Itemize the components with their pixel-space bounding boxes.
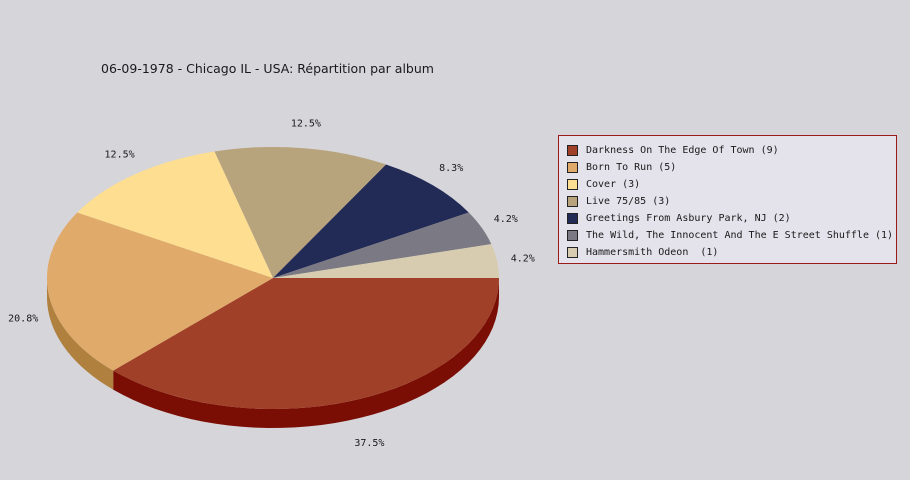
legend-swatch bbox=[567, 161, 578, 173]
pie-slice-1[interactable] bbox=[47, 212, 274, 371]
pie-side-1 bbox=[47, 278, 114, 390]
pie-labels: 37.5% 20.8% 12.5% 12.5% 8.3% 4.2% 4.2% bbox=[8, 118, 535, 449]
legend-swatch bbox=[567, 195, 578, 207]
legend-item: Greetings From Asbury Park, NJ (2) bbox=[567, 211, 791, 225]
legend-label: Darkness On The Edge Of Town (9) bbox=[586, 144, 779, 156]
legend-label: Cover (3) bbox=[586, 178, 641, 190]
legend-swatch bbox=[567, 144, 578, 156]
legend-label: The Wild, The Innocent And The E Street … bbox=[586, 229, 894, 241]
pie-label-0: 37.5% bbox=[354, 438, 384, 449]
legend-swatch bbox=[567, 212, 578, 224]
legend-swatch bbox=[567, 246, 578, 258]
legend-label: Born To Run (5) bbox=[586, 161, 677, 173]
legend-swatch bbox=[567, 229, 578, 241]
pie-slice-4[interactable] bbox=[273, 164, 469, 278]
legend-item: Born To Run (5) bbox=[567, 160, 676, 174]
pie-slice-5[interactable] bbox=[273, 212, 492, 279]
legend-label: Live 75/85 (3) bbox=[586, 195, 671, 207]
pie-slice-6[interactable] bbox=[273, 244, 499, 278]
pie-side-0 bbox=[113, 278, 499, 428]
pie-slice-0[interactable] bbox=[113, 278, 499, 410]
pie-label-6: 4.2% bbox=[511, 254, 535, 265]
pie-slice-2[interactable] bbox=[77, 151, 273, 278]
pie-label-1: 20.8% bbox=[8, 314, 38, 325]
legend: Darkness On The Edge Of Town (9) Born To … bbox=[558, 135, 897, 264]
legend-item: Cover (3) bbox=[567, 177, 640, 191]
chart-title: 06-09-1978 - Chicago IL - USA: Répartiti… bbox=[101, 61, 434, 76]
pie-label-5: 4.2% bbox=[494, 214, 518, 225]
legend-swatch bbox=[567, 178, 578, 190]
legend-item: Hammersmith Odeon (1) bbox=[567, 245, 718, 259]
legend-label: Hammersmith Odeon (1) bbox=[586, 246, 719, 258]
legend-item: The Wild, The Innocent And The E Street … bbox=[567, 228, 893, 242]
pie-slice-3[interactable] bbox=[214, 146, 386, 278]
pie-sides bbox=[47, 278, 499, 428]
legend-label: Greetings From Asbury Park, NJ (2) bbox=[586, 212, 791, 224]
legend-item: Darkness On The Edge Of Town (9) bbox=[567, 143, 779, 157]
pie-label-2: 12.5% bbox=[105, 149, 135, 160]
pie-label-3: 12.5% bbox=[291, 118, 321, 129]
pie-label-4: 8.3% bbox=[439, 163, 463, 174]
legend-item: Live 75/85 (3) bbox=[567, 194, 670, 208]
pie-slices bbox=[47, 146, 499, 410]
